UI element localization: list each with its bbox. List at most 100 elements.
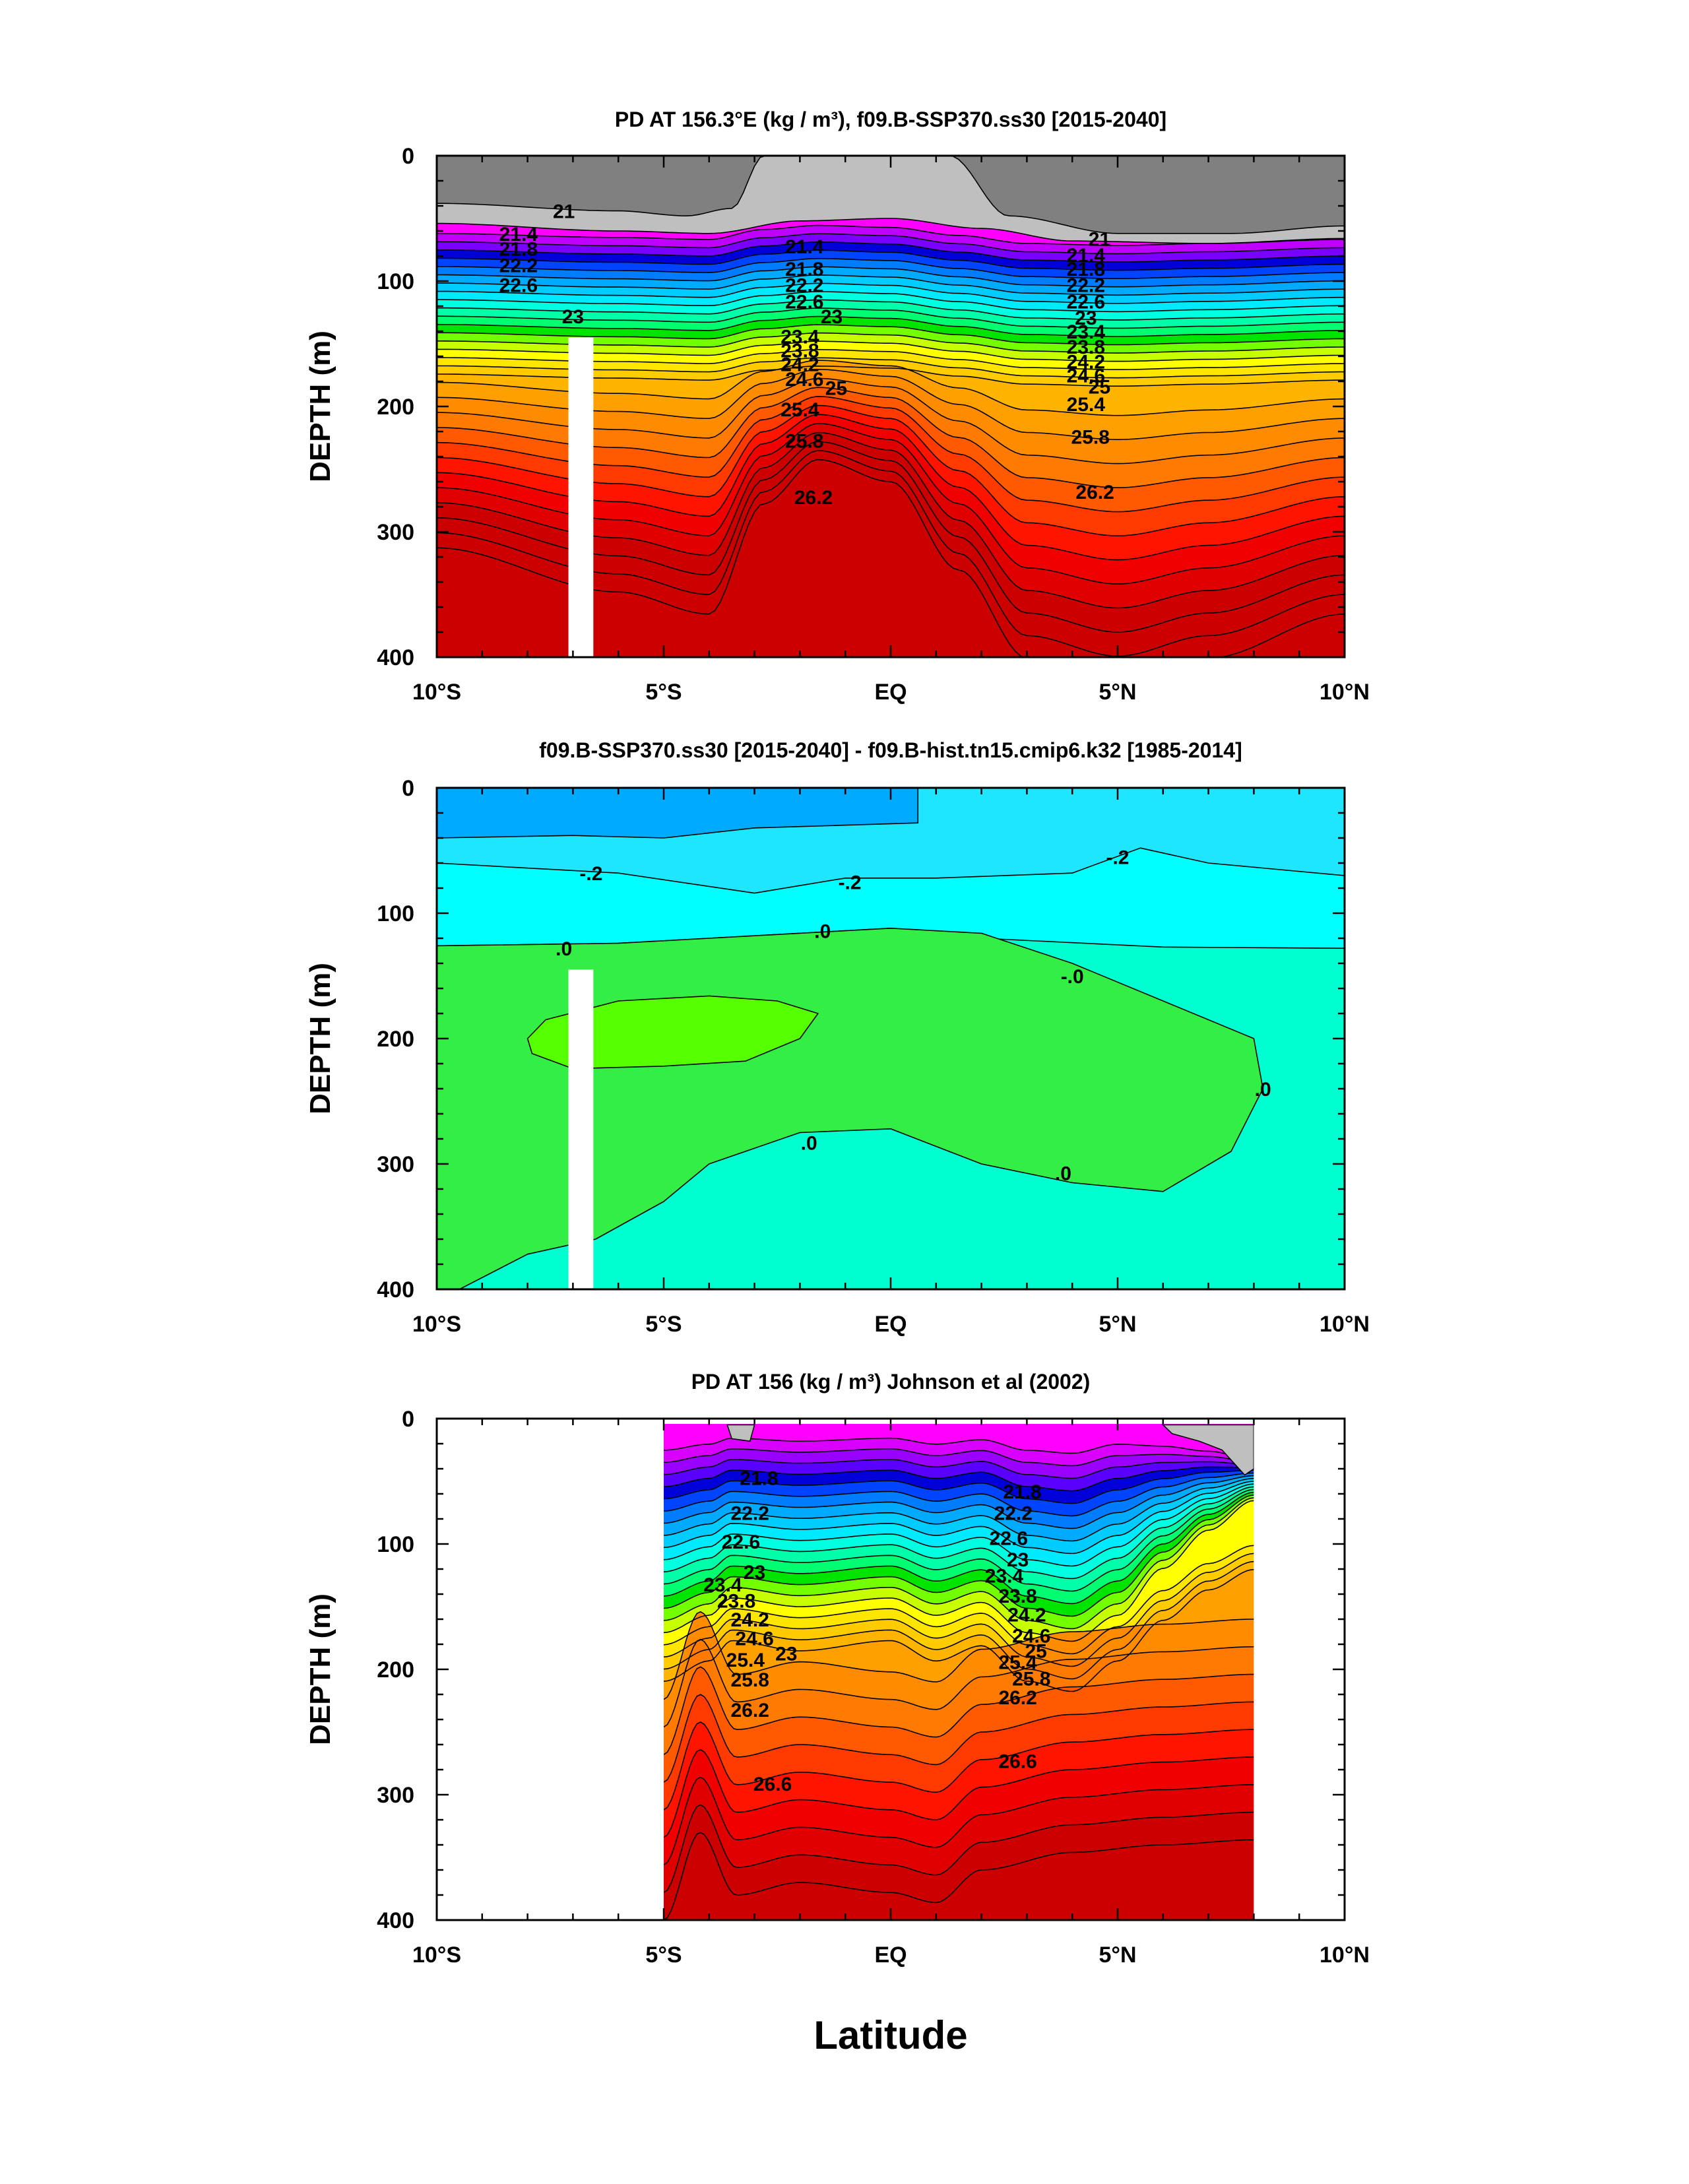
contour-label: 23.4 [1067, 321, 1106, 343]
contour-label: 21.8 [1067, 259, 1105, 280]
contour-label: 24.6 [785, 369, 823, 391]
contour-label: 23.8 [998, 1586, 1036, 1607]
contour-label: 25.4 [726, 1650, 765, 1671]
contour-label: .0 [1055, 1163, 1071, 1184]
contour-label: 22.2 [994, 1503, 1033, 1525]
contour-line [437, 156, 1345, 234]
y-tick-label: 100 [377, 1532, 414, 1557]
contour-band [664, 1487, 1254, 1591]
contour-label: 21 [553, 201, 575, 223]
contour-band [437, 360, 1345, 440]
y-tick-label: 300 [377, 1152, 414, 1177]
contour-band [726, 1424, 755, 1442]
contour-label: 22.2 [499, 255, 538, 276]
contour-label: 25.4 [781, 399, 819, 421]
y-tick-label: 0 [402, 1407, 414, 1432]
contour-band [664, 1481, 1254, 1566]
contour-line [664, 1489, 1254, 1592]
contour-line [664, 1749, 1254, 1838]
contour-band [664, 1470, 1254, 1516]
x-tick-label: EQ [874, 1312, 907, 1337]
contour-line [664, 1486, 1254, 1580]
chart-title: PD AT 156 (kg / m³) Johnson et al (2002) [691, 1370, 1091, 1394]
contour-label: 21.4 [1067, 245, 1106, 267]
contour-label: 24.2 [781, 354, 819, 375]
contour-label: 25.8 [1071, 427, 1110, 449]
contour-label: 25.8 [731, 1669, 769, 1691]
contour-label: 25 [825, 378, 847, 400]
contour-line [664, 1483, 1254, 1567]
panel-1: 2121.421.822.222.62321.421.822.222.62323… [304, 108, 1370, 705]
contour-line [664, 1804, 1254, 1893]
y-tick-label: 400 [377, 645, 414, 670]
contour-band [664, 1721, 1254, 1838]
contour-band [664, 1467, 1254, 1504]
contour-line [664, 1569, 1254, 1692]
contour-label: 23 [744, 1562, 765, 1584]
contour-line [437, 291, 1345, 313]
y-axis-label: DEPTH (m) [304, 1593, 336, 1745]
contour-label: -.2 [579, 863, 602, 885]
x-tick-label: 10°S [412, 680, 461, 705]
contour-band [664, 1611, 1254, 1727]
contour-line [664, 1494, 1254, 1617]
contour-label: 22.2 [731, 1503, 769, 1525]
contour-label: 22.2 [1067, 275, 1105, 297]
contour-line [664, 1638, 1254, 1728]
x-tick-label: 10°S [412, 1943, 461, 1968]
contour-band [664, 1500, 1254, 1654]
x-tick-label: 10°S [412, 1312, 461, 1337]
contour-band [664, 1475, 1254, 1541]
contour-label: 22.2 [785, 275, 823, 297]
contour-label: 21 [1089, 228, 1110, 250]
contour-line [664, 1491, 1254, 1605]
contour-label: 23.8 [1067, 337, 1105, 358]
contour-line [437, 307, 1345, 329]
contour-line [664, 1481, 1254, 1555]
contour-label: 23 [562, 306, 584, 328]
contour-label: 26.2 [794, 487, 833, 509]
contour-label: 25.4 [1067, 394, 1106, 416]
contour-line [437, 241, 1345, 263]
panel-2: -.2 .0 -.2 .0 -.2 -.0 .0 .0 .0 10°S 5°S EQ 5°N 10°N 0 1… [304, 738, 1370, 1337]
contour-field [437, 788, 1345, 1289]
contour-label: .0 [556, 938, 572, 960]
y-tick-label: 100 [377, 269, 414, 294]
contour-label: 25.8 [785, 430, 823, 452]
contour-label: 21.8 [499, 239, 538, 261]
contour-band [664, 1805, 1254, 1920]
contour-label: 24.2 [731, 1609, 769, 1631]
contour-label: 22.6 [990, 1528, 1028, 1550]
contour-label: .0 [801, 1133, 817, 1155]
contour-line [664, 1553, 1254, 1667]
contour-field [437, 156, 1345, 657]
contour-label: 23.8 [717, 1591, 755, 1613]
y-tick-label: 400 [377, 1277, 414, 1302]
contour-line [664, 1832, 1254, 1920]
contour-label: 26.2 [998, 1687, 1036, 1709]
contour-band [437, 451, 1345, 657]
contour-label: 24.6 [1012, 1626, 1050, 1648]
contour-line [437, 315, 1345, 337]
contour-line [664, 1437, 1254, 1460]
x-tick-label: 5°N [1099, 1943, 1136, 1968]
contour-label: 21.4 [499, 224, 538, 245]
contour-label: 24.2 [1067, 352, 1105, 373]
contour-band [664, 1777, 1254, 1893]
contour-band [437, 218, 1345, 245]
y-tick-label: 0 [402, 144, 414, 169]
contour-label: 23 [1075, 307, 1097, 329]
contour-line [664, 1469, 1254, 1504]
contour-line [437, 233, 1345, 255]
contour-line [664, 1666, 1254, 1755]
contour-band [664, 1484, 1254, 1579]
contour-line [437, 282, 1345, 304]
contour-line [664, 1545, 1254, 1655]
contour-line [437, 324, 1345, 346]
missing-data-column [568, 337, 594, 657]
chart-title: f09.B-SSP370.ss30 [2015-2040] - f09.B-hi… [539, 738, 1242, 762]
contour-label: 23 [1007, 1549, 1029, 1571]
contour-label: 26.6 [753, 1774, 792, 1795]
contour-label: 24.6 [735, 1628, 773, 1650]
